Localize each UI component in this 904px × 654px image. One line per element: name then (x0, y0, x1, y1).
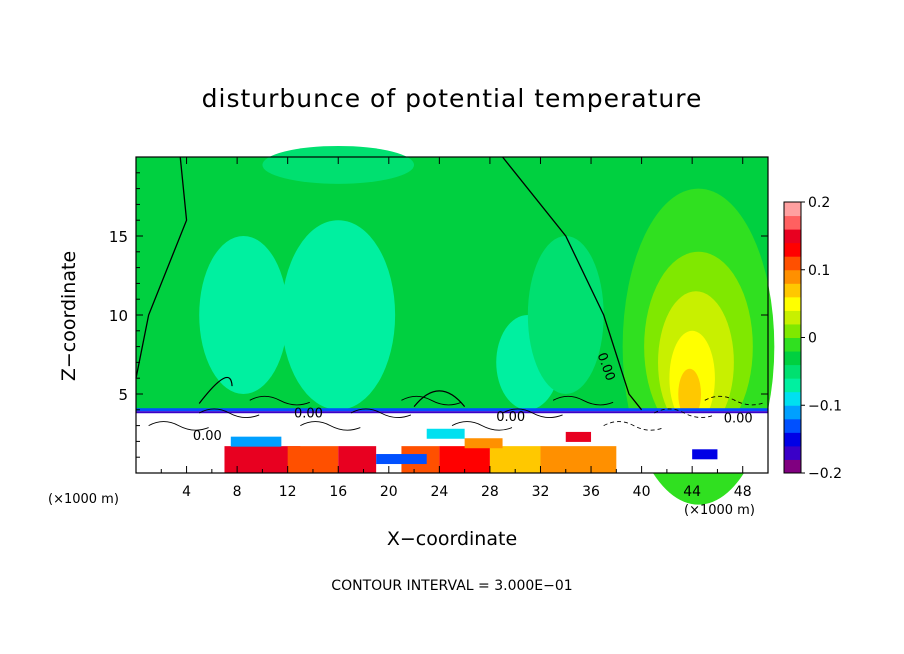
contour-line-lower (249, 395, 310, 406)
contour-line-lower (198, 408, 260, 418)
x-tick-label: 16 (329, 484, 347, 500)
colorbar-segment (784, 432, 801, 447)
colorbar-segment (784, 405, 801, 420)
contour-line-lower (603, 421, 664, 431)
colorbar-tick-label: −0.1 (808, 398, 842, 414)
x-tick-label: 44 (683, 484, 701, 500)
contour-line-lower (148, 421, 209, 431)
colorbar-segment (784, 418, 801, 433)
field-patch (199, 236, 288, 394)
x-tick-label: 24 (430, 484, 448, 500)
colorbar-tick-label: 0.1 (808, 263, 830, 279)
surface-warm-patch (338, 446, 377, 473)
x-unit-label-right: (×1000 m) (684, 503, 755, 518)
x-tick-label: 40 (633, 484, 651, 500)
surface-mixed-patch (692, 449, 718, 460)
contour-line-lower (300, 421, 361, 431)
contour-line-lower (451, 421, 513, 431)
contour-line-lower (552, 395, 614, 406)
colorbar-segment (784, 256, 801, 271)
x-tick-label: 20 (380, 484, 398, 500)
surface-warm-patch (540, 446, 617, 473)
colorbar-segment (784, 323, 801, 338)
x-tick-label: 4 (182, 484, 191, 500)
x-axis-label: X−coordinate (386, 528, 518, 550)
y-tick-label: 15 (109, 228, 128, 246)
field-patch (678, 368, 702, 420)
surface-mixed-patch (426, 428, 465, 439)
colorbar-segment (784, 283, 801, 298)
field-patch (527, 236, 604, 394)
colorbar-segment (784, 269, 801, 284)
x-tick-label: 32 (532, 484, 550, 500)
colorbar-segment (784, 296, 801, 311)
colorbar-segment (784, 215, 801, 230)
surface-warm-patch (489, 446, 541, 473)
contour-zero-line (135, 156, 188, 379)
colorbar-segment (784, 391, 801, 406)
x-tick-label: 36 (582, 484, 600, 500)
x-tick-label: 12 (279, 484, 297, 500)
colorbar-segment (784, 378, 801, 393)
contour-line (198, 376, 233, 404)
surface-mixed-patch (464, 438, 503, 449)
contour-label: 0.00 (294, 407, 323, 422)
surface-warm-patch (439, 446, 490, 473)
chart-title: disturbunce of potential temperature (201, 84, 703, 113)
inversion-band-dark (136, 411, 768, 414)
contour-line-lower (401, 395, 462, 406)
contour-label: 0.00 (496, 410, 525, 425)
colorbar-segment (784, 229, 801, 244)
contour-interval-note: CONTOUR INTERVAL = 3.000E−01 (331, 578, 573, 594)
inversion-band-blue (136, 408, 768, 412)
colorbar-segment (784, 351, 801, 366)
surface-mixed-patch (376, 454, 427, 465)
contour-zero-line (502, 156, 643, 411)
colorbar-segment (784, 337, 801, 352)
contour-line-lower (350, 408, 412, 418)
x-tick-label: 48 (734, 484, 752, 500)
x-tick-label: 28 (481, 484, 499, 500)
contour-label: 0.00 (193, 429, 222, 444)
colorbar-segment (784, 310, 801, 325)
colorbar-tick-label: 0 (808, 331, 817, 347)
colorbar-tick-label: 0.2 (808, 195, 830, 211)
colorbar-segment (784, 459, 801, 474)
surface-mixed-patch (565, 431, 592, 442)
colorbar-segment (784, 445, 801, 460)
surface-mixed-patch (230, 436, 282, 447)
x-tick-label: 8 (233, 484, 242, 500)
contour-line-lower (704, 395, 765, 406)
colorbar-segment (784, 202, 801, 217)
x-unit-label-left: (×1000 m) (48, 492, 119, 507)
colorbar-segment (784, 364, 801, 379)
field-patch (262, 145, 415, 184)
field-patch (281, 220, 396, 410)
contour-line-lower (654, 408, 715, 418)
y-tick-label: 10 (109, 307, 128, 325)
contour-label: 0.00 (724, 411, 753, 426)
contour-line (413, 390, 466, 408)
contour-line-lower (502, 408, 563, 418)
y-tick-label: 5 (118, 386, 128, 404)
colorbar-segment (784, 242, 801, 257)
surface-warm-patch (287, 446, 339, 473)
colorbar-tick-label: −0.2 (808, 466, 842, 482)
